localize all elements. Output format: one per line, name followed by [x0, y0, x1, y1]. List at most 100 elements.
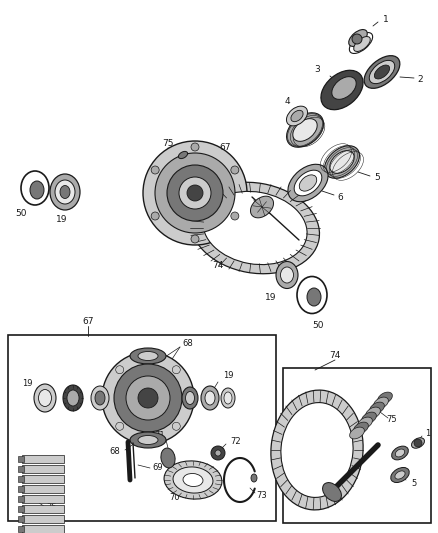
Circle shape — [102, 352, 194, 444]
Ellipse shape — [353, 422, 368, 434]
Circle shape — [172, 366, 180, 374]
Bar — [18, 486, 24, 492]
Text: 19: 19 — [56, 215, 68, 224]
Ellipse shape — [191, 182, 319, 274]
Text: 75: 75 — [387, 416, 397, 424]
Ellipse shape — [281, 402, 353, 497]
Text: 50: 50 — [15, 208, 27, 217]
Bar — [22, 515, 64, 523]
Circle shape — [231, 212, 239, 220]
Ellipse shape — [39, 390, 52, 407]
Text: 71: 71 — [155, 432, 165, 440]
Circle shape — [211, 446, 225, 460]
Ellipse shape — [412, 438, 424, 448]
Text: 73: 73 — [257, 491, 267, 500]
Ellipse shape — [354, 37, 370, 52]
Ellipse shape — [30, 181, 44, 199]
Bar — [18, 496, 24, 502]
Circle shape — [172, 422, 180, 430]
Ellipse shape — [201, 386, 219, 410]
Circle shape — [114, 364, 182, 432]
Ellipse shape — [276, 262, 298, 288]
Text: 68: 68 — [183, 338, 193, 348]
Circle shape — [116, 366, 124, 374]
Bar — [22, 505, 64, 513]
Ellipse shape — [374, 65, 390, 79]
Bar — [18, 456, 24, 462]
Bar — [18, 466, 24, 472]
Text: 50: 50 — [312, 320, 324, 329]
Circle shape — [215, 450, 221, 456]
Bar — [22, 495, 64, 503]
Ellipse shape — [299, 175, 317, 191]
Bar — [22, 475, 64, 483]
Ellipse shape — [251, 196, 273, 218]
Ellipse shape — [67, 390, 79, 406]
Ellipse shape — [370, 402, 385, 414]
Ellipse shape — [330, 151, 354, 173]
Ellipse shape — [325, 146, 360, 178]
Bar — [22, 485, 64, 493]
Ellipse shape — [224, 392, 232, 404]
Bar — [8, 335, 276, 521]
Text: 3: 3 — [411, 440, 417, 449]
Text: 72: 72 — [231, 437, 241, 446]
Ellipse shape — [34, 384, 56, 412]
Ellipse shape — [369, 60, 395, 84]
Ellipse shape — [362, 412, 376, 424]
Circle shape — [151, 212, 159, 220]
Text: 7: 7 — [234, 181, 240, 190]
Ellipse shape — [91, 386, 109, 410]
Ellipse shape — [183, 473, 203, 487]
Bar — [18, 516, 24, 522]
Ellipse shape — [95, 391, 105, 405]
Ellipse shape — [271, 390, 363, 510]
Bar — [18, 476, 24, 482]
Ellipse shape — [291, 110, 303, 122]
Ellipse shape — [321, 70, 363, 110]
Text: 74: 74 — [329, 351, 341, 359]
Ellipse shape — [332, 77, 356, 99]
Text: 1: 1 — [425, 429, 431, 438]
Text: 69: 69 — [153, 464, 163, 472]
Bar — [22, 465, 64, 473]
Text: 5: 5 — [411, 479, 417, 488]
Text: 75: 75 — [162, 140, 174, 149]
Text: 68: 68 — [110, 448, 120, 456]
Circle shape — [116, 422, 124, 430]
Ellipse shape — [358, 417, 372, 429]
Text: 19: 19 — [265, 293, 277, 302]
Ellipse shape — [60, 185, 70, 198]
Ellipse shape — [186, 392, 194, 405]
Ellipse shape — [395, 471, 405, 479]
Bar — [22, 455, 64, 463]
Text: 19: 19 — [22, 378, 32, 387]
Ellipse shape — [130, 432, 166, 448]
Ellipse shape — [50, 174, 80, 210]
Ellipse shape — [221, 388, 235, 408]
Ellipse shape — [307, 288, 321, 306]
Ellipse shape — [138, 351, 158, 360]
Ellipse shape — [161, 448, 175, 468]
Ellipse shape — [286, 113, 323, 147]
Ellipse shape — [251, 474, 257, 482]
Ellipse shape — [130, 348, 166, 364]
Ellipse shape — [288, 164, 328, 201]
Text: 67: 67 — [82, 318, 94, 327]
Bar — [22, 525, 64, 533]
Ellipse shape — [280, 267, 293, 283]
Ellipse shape — [392, 446, 408, 460]
Ellipse shape — [63, 385, 83, 411]
Circle shape — [179, 177, 211, 209]
Ellipse shape — [349, 29, 367, 46]
Ellipse shape — [205, 391, 215, 405]
Text: 74: 74 — [212, 261, 224, 270]
Circle shape — [138, 388, 158, 408]
Circle shape — [191, 235, 199, 243]
Ellipse shape — [173, 467, 213, 493]
Circle shape — [167, 165, 223, 221]
Text: 19: 19 — [223, 372, 233, 381]
Circle shape — [126, 376, 170, 420]
Ellipse shape — [138, 435, 158, 445]
Ellipse shape — [374, 397, 389, 409]
